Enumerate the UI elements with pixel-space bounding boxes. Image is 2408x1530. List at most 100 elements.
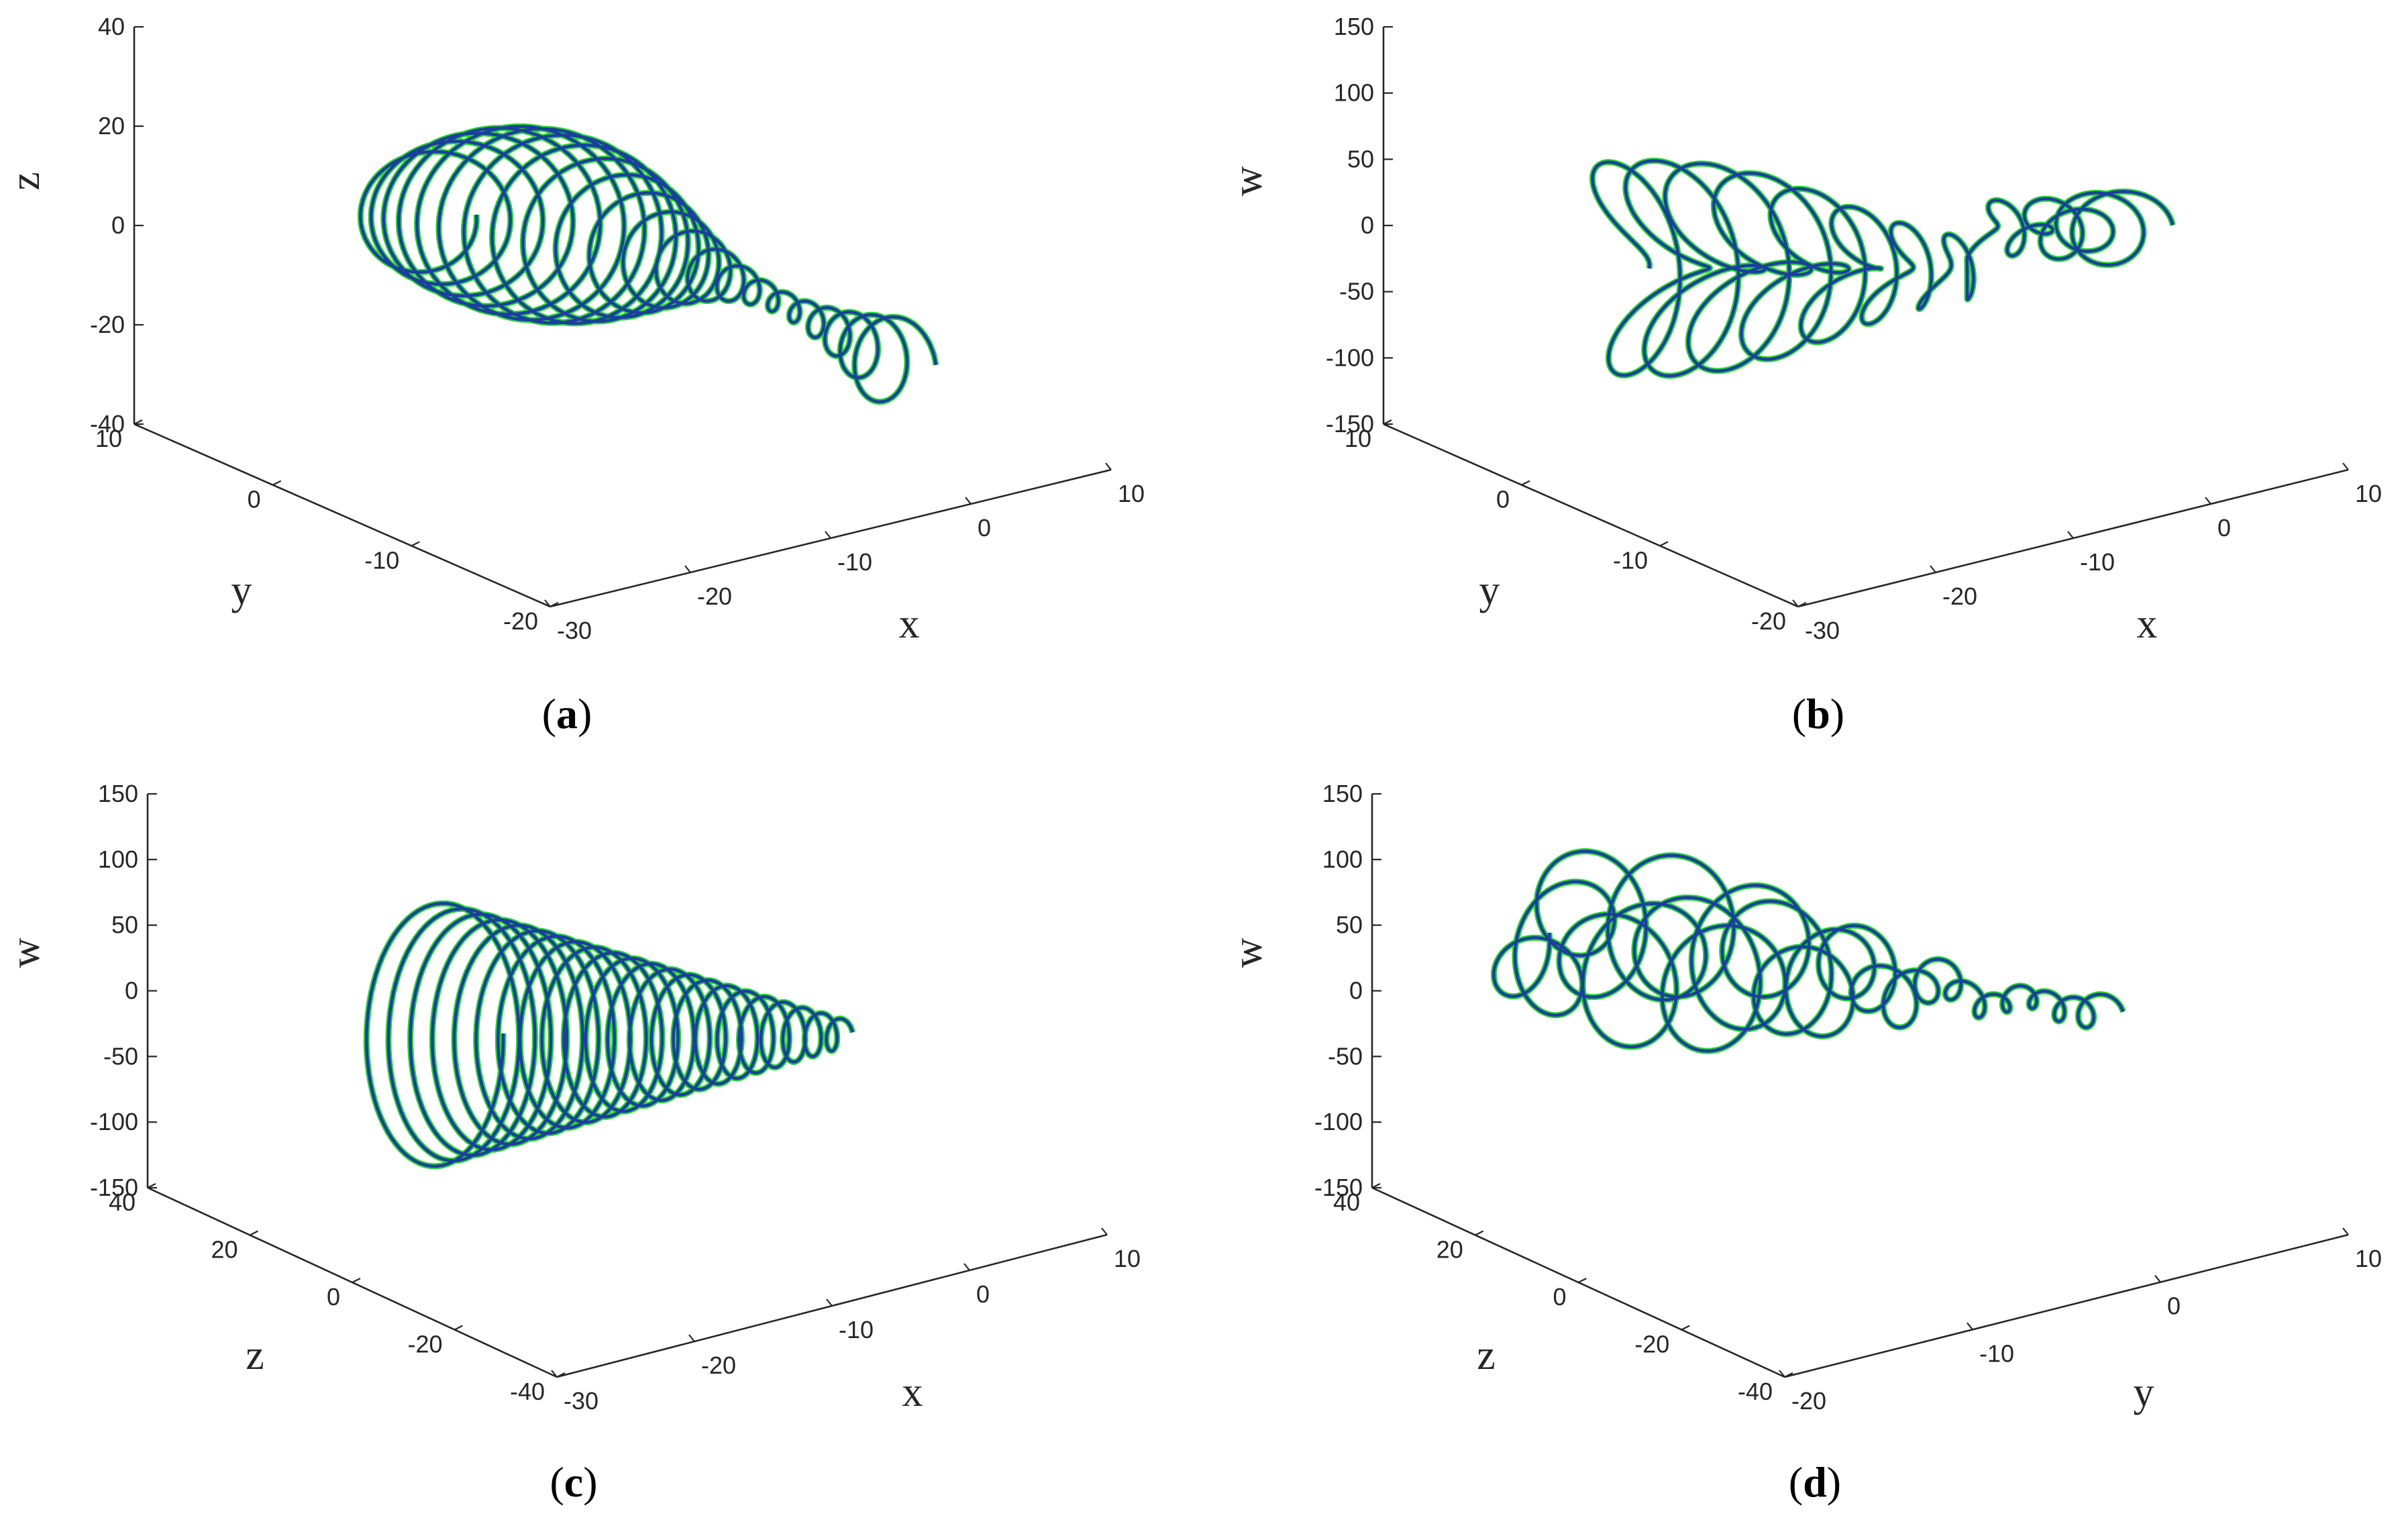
left-tick-label: 10 [1345,425,1371,452]
vertical-tick-label: 0 [125,977,138,1005]
right-tick-mark [684,565,691,573]
right-tick-mark [965,497,972,505]
vertical-tick-label: 100 [98,846,138,873]
left-tick-mark [1659,541,1669,547]
right-tick-mark [2342,462,2349,470]
left-tick-mark [147,1183,156,1188]
vertical-tick-label: 50 [1347,145,1374,172]
vertical-axis-label: w [1225,937,1271,968]
left-tick-label: 0 [1496,486,1510,513]
right-tick-mark [2205,497,2211,505]
vertical-tick-label: -50 [1339,278,1374,305]
vertical-tick-label: -40 [90,410,125,438]
vertical-tick-label: 0 [1349,977,1363,1005]
vertical-tick-label: 50 [111,911,138,939]
right-tick-mark [1967,1322,1973,1331]
left-tick-label: 0 [327,1283,340,1311]
vertical-tick-label: -150 [1314,1174,1363,1201]
right-tick-label: 10 [2355,480,2382,507]
left-tick-label: -20 [407,1331,442,1358]
right-tick-mark [963,1263,970,1271]
panel-caption: (c) [549,1458,597,1506]
left-tick-label: -40 [1738,1378,1773,1405]
vertical-tick-label: 50 [1336,911,1363,939]
left-tick-mark [556,1372,566,1378]
left-tick-mark [272,480,282,486]
caption-close-paren: ) [583,1458,597,1506]
right-tick-label: 0 [2167,1292,2181,1320]
right-tick-mark [825,531,831,539]
left-tick-label: 0 [1553,1283,1566,1311]
vertical-tick-label: 100 [1334,79,1374,107]
left-tick-mark [454,1325,463,1331]
caption-letter: d [1803,1458,1827,1506]
right-tick-label: 10 [2355,1245,2382,1272]
right-tick-label: 0 [2217,514,2231,542]
vertical-tick-label: -100 [1314,1108,1363,1135]
left-tick-mark [1521,480,1530,486]
left-axis-b [1383,423,1799,608]
vertical-tick-label: -20 [90,311,125,338]
left-tick-label: 20 [211,1236,238,1264]
left-tick-mark [1475,1230,1484,1236]
left-tick-mark [1681,1325,1690,1331]
left-tick-mark [1797,602,1807,607]
right-tick-mark [544,599,551,607]
right-tick-mark [2342,1227,2349,1235]
right-tick-label: -10 [1979,1339,2014,1367]
right-tick-label: -10 [837,548,872,576]
trajectory-blue-b [1591,159,2175,378]
left-tick-mark [411,541,420,547]
left-tick-mark [1784,1372,1793,1378]
left-axis-label: y [231,568,252,613]
left-axis-label: z [246,1333,264,1378]
right-tick-label: 0 [976,1280,990,1308]
right-tick-mark [1779,1370,1785,1378]
vertical-tick-label: 100 [1322,846,1363,873]
trajectory-blue-c [364,901,854,1168]
right-tick-mark [1792,599,1799,607]
left-tick-label: -20 [1634,1331,1669,1358]
vertical-tick-label: -150 [90,1174,138,1201]
left-tick-label: -10 [1613,546,1648,574]
right-tick-label: -20 [701,1352,736,1379]
caption-letter: a [556,690,578,737]
left-tick-mark [250,1230,258,1236]
vertical-tick-label: 20 [98,112,125,140]
vertical-tick-label: -100 [90,1108,138,1135]
right-tick-label: 0 [978,514,991,542]
right-tick-mark [2154,1274,2161,1283]
trajectory-blue-a [359,125,938,404]
right-tick-label: -20 [1791,1387,1826,1415]
left-tick-mark [549,602,559,607]
vertical-tick-label: 150 [98,780,138,807]
right-tick-mark [551,1370,558,1378]
right-tick-label: 10 [1114,1245,1141,1272]
caption-letter: b [1806,690,1830,737]
right-tick-mark [2067,531,2074,539]
caption-close-paren: ) [1830,690,1844,737]
trajectory-b [1589,158,2176,379]
left-tick-label: 10 [95,425,122,452]
vertical-tick-label: 150 [1322,780,1363,807]
vertical-axis-label: w [1225,166,1271,196]
trajectory-d [1490,848,2126,1054]
right-axis-label: y [2134,1370,2154,1415]
vertical-axis-label: z [3,172,48,191]
vertical-tick-label: 150 [1334,13,1374,40]
caption-open-paren: ( [1792,690,1806,737]
left-tick-label: -10 [364,546,399,574]
caption-close-paren: ) [1827,1458,1841,1506]
right-tick-mark [1930,565,1936,573]
caption-open-paren: ( [549,1458,564,1506]
left-tick-mark [1371,1183,1381,1188]
panel-caption: (b) [1792,690,1844,737]
vertical-tick-label: 0 [111,211,125,239]
left-tick-label: 40 [109,1188,136,1216]
panel-caption: (a) [542,690,592,737]
caption-letter: c [564,1458,583,1506]
